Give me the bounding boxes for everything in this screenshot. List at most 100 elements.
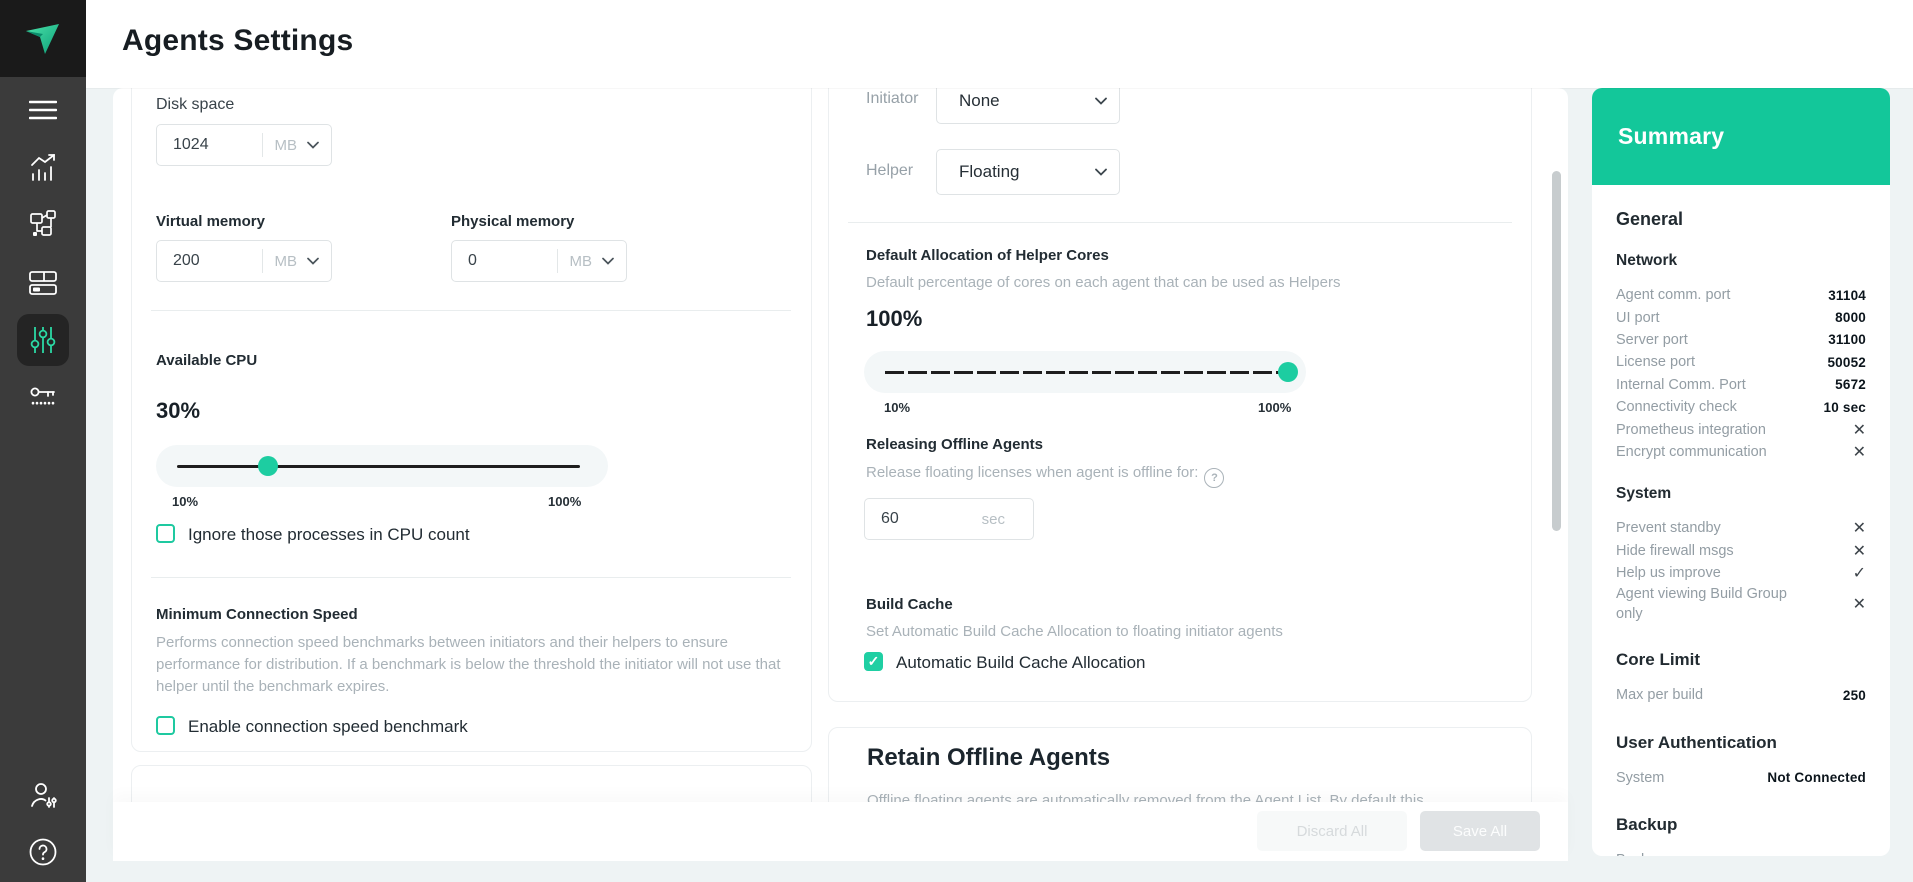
helper-cores-value: 100% bbox=[866, 306, 923, 331]
helper-dropdown[interactable]: Floating bbox=[936, 149, 1120, 195]
disk-space-label: Disk space bbox=[156, 96, 235, 113]
physical-memory-value[interactable]: 0 bbox=[468, 252, 477, 269]
analytics-icon[interactable] bbox=[0, 142, 86, 194]
helper-cores-slider[interactable] bbox=[864, 351, 1306, 393]
sidebar bbox=[0, 0, 86, 882]
x-mark-icon: ✕ bbox=[1852, 443, 1866, 461]
user-preferences-icon[interactable] bbox=[0, 769, 86, 821]
summary-system-heading: System bbox=[1616, 485, 1672, 503]
license-key-icon[interactable] bbox=[0, 371, 86, 423]
summary-row: Agent comm. port 31104 bbox=[1616, 287, 1866, 304]
initiator-label: Initiator bbox=[866, 90, 919, 107]
summary-row: Hide firewall msgs ✕ bbox=[1616, 542, 1866, 560]
summary-row: UI port 8000 bbox=[1616, 309, 1866, 326]
min-connection-speed-title: Minimum Connection Speed bbox=[156, 606, 358, 623]
chevron-down-icon bbox=[307, 257, 319, 265]
virtual-memory-value[interactable]: 200 bbox=[173, 252, 200, 269]
summary-general-heading: General bbox=[1616, 209, 1684, 229]
build-groups-icon[interactable] bbox=[0, 257, 86, 309]
build-cache-description: Set Automatic Build Cache Allocation to … bbox=[866, 623, 1283, 640]
build-cache-title: Build Cache bbox=[866, 596, 953, 613]
summary-row: Prometheus integration ✕ bbox=[1616, 421, 1866, 439]
chevron-down-icon bbox=[1095, 168, 1107, 176]
summary-row: Help us improve ✓ bbox=[1616, 565, 1866, 583]
releasing-description: Release floating licenses when agent is … bbox=[866, 462, 1225, 488]
chevron-down-icon bbox=[602, 257, 614, 265]
available-cpu-max: 100% bbox=[548, 494, 582, 509]
summary-row: Max per build 250 bbox=[1616, 687, 1866, 704]
helper-value: Floating bbox=[959, 162, 1020, 181]
physical-memory-unit[interactable]: MB bbox=[569, 252, 593, 270]
summary-header: Summary bbox=[1592, 88, 1890, 185]
sliders-icon bbox=[30, 327, 56, 353]
disk-space-input[interactable]: 1024 MB bbox=[156, 124, 332, 166]
available-cpu-slider-knob[interactable] bbox=[258, 456, 278, 476]
x-mark-icon: ✕ bbox=[1852, 520, 1866, 538]
helper-cores-description: Default percentage of cores on each agen… bbox=[866, 274, 1341, 291]
summary-panel: Summary General Network Agent comm. port… bbox=[1592, 88, 1890, 856]
physical-memory-label: Physical memory bbox=[451, 213, 575, 230]
retain-title: Retain Offline Agents bbox=[867, 744, 1111, 771]
summary-row: Agent viewing Build Group only ✕ bbox=[1616, 586, 1866, 623]
physical-memory-input[interactable]: 0 MB bbox=[451, 240, 627, 282]
enable-benchmark-checkbox[interactable] bbox=[156, 716, 175, 735]
summary-row: Connectivity check 10 sec bbox=[1616, 399, 1866, 416]
summary-title: Summary bbox=[1618, 123, 1725, 149]
summary-row: Encrypt communication ✕ bbox=[1616, 443, 1866, 461]
auto-build-cache-checkbox[interactable]: ✓ bbox=[864, 652, 883, 671]
check-mark-icon: ✓ bbox=[1852, 565, 1866, 583]
helper-label: Helper bbox=[866, 162, 914, 179]
summary-core-limit-heading: Core Limit bbox=[1616, 650, 1701, 670]
brand-arrow-icon bbox=[26, 23, 59, 54]
x-mark-icon: ✕ bbox=[1852, 596, 1866, 614]
vertical-scrollbar[interactable] bbox=[1552, 171, 1561, 531]
help-circle-icon[interactable]: ? bbox=[1204, 468, 1225, 488]
virtual-memory-unit[interactable]: MB bbox=[274, 252, 298, 270]
summary-user-auth-heading: User Authentication bbox=[1616, 732, 1777, 752]
helper-cores-min: 10% bbox=[884, 400, 911, 415]
available-cpu-min: 10% bbox=[172, 494, 199, 509]
helper-cores-slider-knob[interactable] bbox=[1278, 362, 1298, 382]
x-mark-icon: ✕ bbox=[1852, 421, 1866, 439]
disk-space-value[interactable]: 1024 bbox=[173, 136, 209, 153]
releasing-title: Releasing Offline Agents bbox=[866, 436, 1043, 453]
page-header: Agents Settings bbox=[86, 0, 1913, 88]
summary-row: License port 50052 bbox=[1616, 354, 1866, 371]
available-cpu-value: 30% bbox=[156, 398, 201, 423]
disk-space-unit[interactable]: MB bbox=[274, 136, 298, 154]
virtual-memory-input[interactable]: 200 MB bbox=[156, 240, 332, 282]
ignore-processes-checkbox[interactable] bbox=[156, 524, 175, 543]
help-icon[interactable] bbox=[0, 826, 86, 878]
helper-cores-max: 100% bbox=[1258, 400, 1292, 415]
summary-row: Internal Comm. Port 5672 bbox=[1616, 376, 1866, 393]
menu-hamburger-icon[interactable] bbox=[0, 84, 86, 136]
helper-cores-title: Default Allocation of Helper Cores bbox=[866, 247, 1109, 264]
actions-footer: Discard All Save All bbox=[113, 802, 1568, 861]
summary-row: Server port 31100 bbox=[1616, 331, 1866, 348]
summary-row: Prevent standby ✕ bbox=[1616, 520, 1866, 538]
chevron-down-icon bbox=[307, 141, 319, 149]
auto-build-cache-label: Automatic Build Cache Allocation bbox=[896, 653, 1146, 672]
sidebar-item-settings-active[interactable] bbox=[17, 314, 69, 366]
ignore-processes-label: Ignore those processes in CPU count bbox=[188, 525, 470, 544]
x-mark-icon: ✕ bbox=[1852, 542, 1866, 560]
chevron-down-icon bbox=[1095, 97, 1107, 105]
available-cpu-slider[interactable] bbox=[156, 445, 608, 487]
virtual-memory-label: Virtual memory bbox=[156, 213, 265, 230]
initiator-value: None bbox=[959, 91, 1000, 110]
available-cpu-label: Available CPU bbox=[156, 352, 258, 369]
discard-all-button[interactable]: Discard All bbox=[1257, 811, 1407, 851]
app-logo bbox=[0, 0, 86, 77]
summary-backup-heading: Backup bbox=[1616, 815, 1678, 835]
release-timeout-unit: sec bbox=[981, 510, 1005, 528]
min-connection-speed-description: Performs connection speed benchmarks bet… bbox=[156, 634, 781, 695]
release-timeout-value[interactable]: 60 bbox=[881, 510, 899, 527]
release-timeout-input[interactable]: 60 sec bbox=[864, 498, 1034, 540]
summary-row: System Not Connected bbox=[1616, 769, 1866, 786]
save-all-button[interactable]: Save All bbox=[1420, 811, 1540, 851]
page-title: Agents Settings bbox=[122, 24, 354, 57]
checkmark-icon: ✓ bbox=[867, 653, 880, 669]
agents-network-icon[interactable] bbox=[0, 199, 86, 251]
summary-network-heading: Network bbox=[1616, 252, 1678, 269]
